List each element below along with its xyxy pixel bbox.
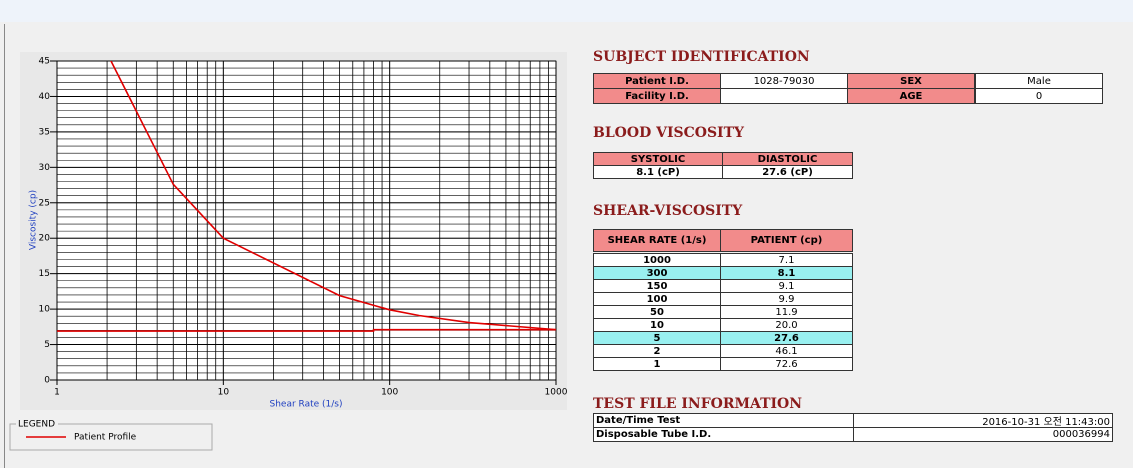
value-cell: 9.1 bbox=[720, 279, 853, 293]
label-cell: Disposable Tube I.D. bbox=[593, 427, 854, 442]
legend-title: LEGEND bbox=[18, 420, 55, 430]
x-tick-label: 100 bbox=[381, 388, 398, 398]
y-tick-label: 30 bbox=[39, 163, 51, 173]
value-cell: 5 bbox=[593, 331, 721, 345]
header-cell: DIASTOLIC bbox=[722, 152, 853, 166]
legend-box bbox=[9, 423, 213, 451]
x-tick-label: 1 bbox=[54, 388, 60, 398]
value-cell: 2 bbox=[593, 344, 721, 358]
value-cell: 27.6 bbox=[720, 331, 853, 345]
label-cell: SEX bbox=[847, 73, 975, 89]
value-cell: 50 bbox=[593, 305, 721, 319]
value-cell: 11.9 bbox=[720, 305, 853, 319]
value-cell: 100 bbox=[593, 292, 721, 306]
value-cell: 20.0 bbox=[720, 318, 853, 332]
y-tick-label: 40 bbox=[39, 92, 51, 102]
y-axis-label: Viscosity (cp) bbox=[29, 190, 39, 250]
section-title: SHEAR-VISCOSITY bbox=[593, 203, 743, 219]
y-tick-label: 15 bbox=[39, 269, 50, 279]
x-tick-label: 10 bbox=[218, 388, 230, 398]
legend-label: Patient Profile bbox=[74, 433, 137, 443]
value-cell: 72.6 bbox=[720, 357, 853, 371]
y-tick-label: 25 bbox=[39, 198, 50, 208]
y-tick-label: 5 bbox=[44, 340, 50, 350]
x-tick-label: 1000 bbox=[545, 388, 568, 398]
section-title: SUBJECT IDENTIFICATION bbox=[593, 49, 810, 65]
data-line bbox=[110, 61, 556, 331]
data-line bbox=[57, 328, 556, 332]
top-bar bbox=[0, 0, 1133, 22]
value-cell: 10 bbox=[593, 318, 721, 332]
panel-edge bbox=[4, 24, 5, 468]
legend-title-bg bbox=[16, 419, 58, 429]
header-cell: SYSTOLIC bbox=[593, 152, 723, 166]
value-cell: 27.6 (cP) bbox=[722, 165, 853, 179]
value-cell: 8.1 bbox=[720, 266, 853, 280]
y-tick-label: 10 bbox=[39, 305, 51, 315]
value-cell: 7.1 bbox=[720, 253, 853, 267]
value-cell: 1 bbox=[593, 357, 721, 371]
plot-area bbox=[56, 60, 557, 381]
x-axis-label: Shear Rate (1/s) bbox=[270, 400, 343, 410]
y-tick-label: 20 bbox=[39, 234, 51, 244]
section-title: TEST FILE INFORMATION bbox=[593, 396, 803, 412]
value-cell: 000036994 bbox=[853, 427, 1113, 442]
header-cell: SHEAR RATE (1/s) bbox=[593, 229, 721, 252]
section-title: BLOOD VISCOSITY bbox=[593, 125, 745, 141]
value-cell: 8.1 (cP) bbox=[593, 165, 723, 179]
value-cell: 1028-79030 bbox=[720, 73, 848, 89]
value-cell bbox=[720, 88, 848, 104]
header-cell: PATIENT (cp) bbox=[720, 229, 853, 252]
label-cell: Patient I.D. bbox=[593, 73, 721, 89]
value-cell: Male bbox=[975, 73, 1103, 89]
y-tick-label: 0 bbox=[44, 376, 50, 386]
y-tick-label: 35 bbox=[39, 127, 50, 137]
label-cell: Facility I.D. bbox=[593, 88, 721, 104]
value-cell: 2016-10-31 오전 11:43:00 bbox=[853, 413, 1113, 428]
y-tick-label: 45 bbox=[39, 57, 50, 67]
value-cell: 0 bbox=[975, 88, 1103, 104]
value-cell: 150 bbox=[593, 279, 721, 293]
value-cell: 300 bbox=[593, 266, 721, 280]
value-cell: 1000 bbox=[593, 253, 721, 267]
value-cell: 9.9 bbox=[720, 292, 853, 306]
label-cell: Date/Time Test bbox=[593, 413, 854, 428]
value-cell: 46.1 bbox=[720, 344, 853, 358]
label-cell: AGE bbox=[847, 88, 975, 104]
